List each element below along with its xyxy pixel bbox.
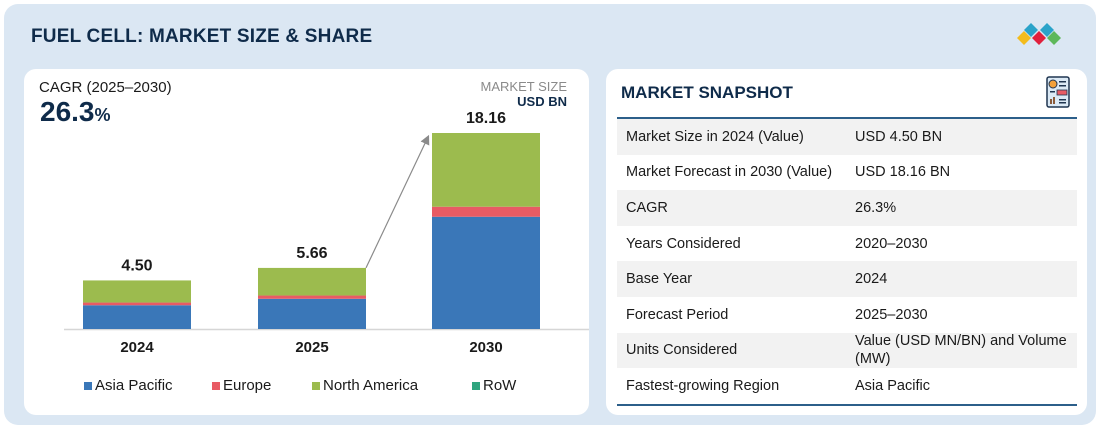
snapshot-table: Market Size in 2024 (Value) USD 4.50 BN Ma… bbox=[617, 117, 1077, 406]
stacked-bar-chart: 4.50 2024 5.66 2025 18.16 2030 bbox=[64, 110, 589, 356]
snapshot-key: Forecast Period bbox=[626, 306, 729, 323]
bar-segment-europe bbox=[258, 295, 366, 299]
snapshot-title: MARKET SNAPSHOT bbox=[621, 83, 793, 102]
bar-segment-north-america bbox=[83, 280, 191, 303]
bar-segment-europe bbox=[83, 302, 191, 306]
snapshot-row: Years Considered 2020–2030 bbox=[617, 226, 1077, 262]
snapshot-value: 26.3% bbox=[855, 199, 897, 216]
brand-logo-icon bbox=[1017, 23, 1061, 45]
legend-label: Asia Pacific bbox=[95, 377, 173, 394]
snapshot-row: Base Year 2024 bbox=[617, 261, 1077, 297]
snapshot-row: Forecast Period 2025–2030 bbox=[617, 297, 1077, 333]
legend-item-asia-pacific: Asia Pacific bbox=[84, 377, 173, 394]
snapshot-row: Fastest-growing Region Asia Pacific bbox=[617, 368, 1077, 404]
cagr-number: 26.3 bbox=[40, 96, 95, 127]
legend-swatch bbox=[472, 381, 480, 390]
legend-label: RoW bbox=[483, 377, 517, 394]
legend-item-europe: Europe bbox=[212, 377, 271, 394]
bar-segment-europe bbox=[432, 206, 540, 217]
snapshot-value: Asia Pacific bbox=[855, 377, 930, 394]
cagr-value: 26.3% bbox=[40, 96, 111, 128]
snapshot-value: 2025–2030 bbox=[855, 306, 928, 323]
snapshot-key: Fastest-growing Region bbox=[626, 377, 780, 394]
market-size-unit: USD BN bbox=[517, 94, 567, 109]
snapshot-row: CAGR 26.3% bbox=[617, 190, 1077, 226]
report-document-icon bbox=[1046, 76, 1070, 108]
bar-segment-north-america bbox=[258, 267, 366, 296]
snapshot-row: Units Considered Value (USD MN/BN) and Vo… bbox=[617, 332, 1077, 369]
legend-label: Europe bbox=[223, 377, 272, 394]
snapshot-key: Market Size in 2024 (Value) bbox=[626, 128, 804, 145]
bar-segment-asia-pacific bbox=[83, 305, 191, 329]
snapshot-key: Years Considered bbox=[626, 235, 741, 252]
market-snapshot-card: MARKET SNAPSHOT Market Size in 2024 (Val… bbox=[606, 69, 1087, 415]
cagr-unit: % bbox=[94, 105, 111, 125]
snapshot-value: USD 18.16 BN bbox=[855, 164, 951, 181]
bar-total-label: 4.50 bbox=[121, 257, 152, 274]
snapshot-value: USD 4.50 BN bbox=[855, 128, 943, 145]
x-tick-label: 2030 bbox=[469, 339, 502, 356]
snapshot-key: Units Considered bbox=[626, 342, 738, 359]
legend-swatch bbox=[312, 381, 320, 390]
legend-swatch bbox=[212, 381, 220, 390]
snapshot-key: Base Year bbox=[626, 271, 693, 288]
page-title: FUEL CELL: MARKET SIZE & SHARE bbox=[31, 26, 373, 47]
snapshot-key: CAGR bbox=[626, 199, 668, 216]
bar-segment-asia-pacific bbox=[258, 298, 366, 329]
snapshot-key: Market Forecast in 2030 (Value) bbox=[626, 164, 833, 181]
bar-total-label: 18.16 bbox=[466, 110, 506, 127]
x-tick-label: 2024 bbox=[120, 339, 154, 356]
legend-item-north-america: North America bbox=[312, 377, 418, 394]
legend-swatch bbox=[84, 381, 92, 390]
legend-item-row: RoW bbox=[472, 377, 516, 394]
cagr-label: CAGR (2025–2030) bbox=[39, 79, 172, 96]
snapshot-value: 2024 bbox=[855, 271, 888, 288]
bar-segment-north-america bbox=[432, 133, 540, 207]
market-size-card: 4.50 2024 5.66 2025 18.16 2030 CAGR (2025–203… bbox=[24, 69, 589, 415]
market-size-label: MARKET SIZE bbox=[480, 79, 567, 94]
bar-segment-asia-pacific bbox=[432, 216, 540, 329]
legend-label: North America bbox=[323, 377, 419, 394]
infographic-frame: FUEL CELL: MARKET SIZE & SHARE 4.50 2024 5… bbox=[4, 4, 1096, 425]
snapshot-value: 2020–2030 bbox=[855, 235, 928, 252]
growth-arrow bbox=[365, 134, 430, 269]
x-tick-label: 2025 bbox=[295, 339, 328, 356]
snapshot-value: Value (USD MN/BN) and Volume (MW) bbox=[855, 333, 1067, 368]
bar-total-label: 5.66 bbox=[296, 245, 327, 262]
snapshot-row: Market Forecast in 2030 (Value) USD 18.16… bbox=[617, 155, 1077, 191]
snapshot-row: Market Size in 2024 (Value) USD 4.50 BN bbox=[617, 119, 1077, 155]
